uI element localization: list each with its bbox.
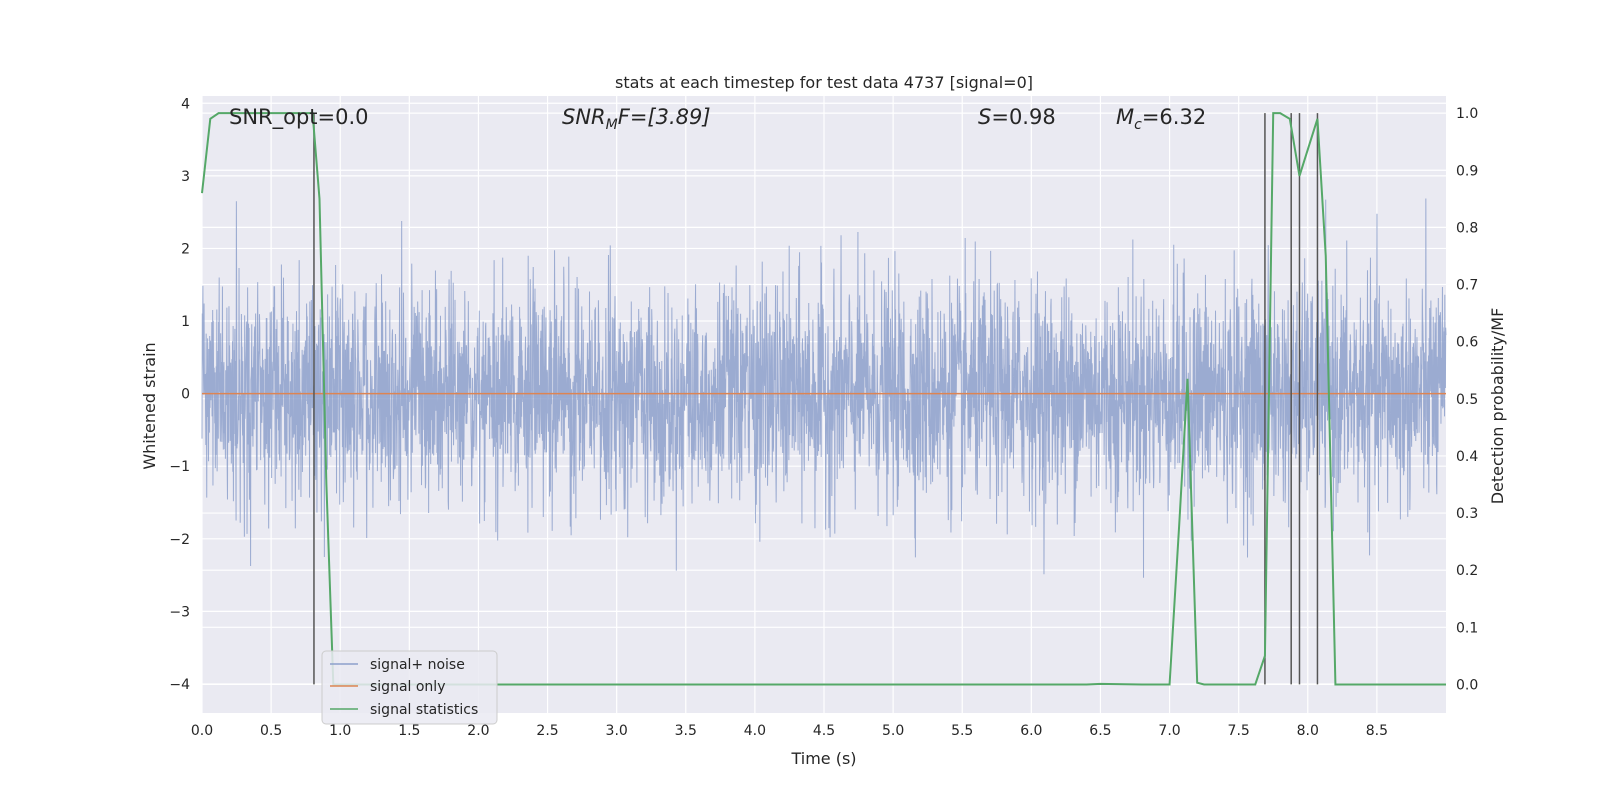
- y-right-tick-label-2: 0.2: [1456, 563, 1478, 579]
- y-right-tick-label-5: 0.5: [1456, 392, 1478, 408]
- x-tick-label-0: 0.0: [191, 723, 213, 739]
- legend: signal+ noise signal only signal statist…: [321, 650, 498, 725]
- noise-trace: [201, 198, 1447, 578]
- legend-label-signal-noise: signal+ noise: [370, 657, 465, 673]
- annotation-mc-rest: =6.32: [1142, 105, 1206, 129]
- x-tick-label-8: 4.0: [744, 723, 766, 739]
- annotation-snr-mf: SNRMF=[3.89]: [562, 105, 711, 133]
- x-tick-label-14: 7.0: [1158, 723, 1180, 739]
- y-right-axis-label: Detection probability/MF: [1488, 308, 1507, 505]
- y-left-tick-label-7: 3: [181, 169, 190, 185]
- y-right-tick-label-9: 0.9: [1456, 163, 1478, 179]
- x-tick-label-12: 6.0: [1020, 723, 1042, 739]
- y-left-tick-label-8: 4: [181, 96, 190, 112]
- annotation-mc-base: M: [1116, 105, 1134, 129]
- vertical-markers: [313, 113, 1319, 685]
- annotation-s-rest: =0.98: [991, 105, 1055, 129]
- y-left-tick-label-3: −1: [169, 459, 190, 475]
- annotation-snr-mf-rest: F=[3.89]: [618, 105, 711, 129]
- y-left-tick-label-1: −3: [169, 604, 190, 620]
- annotation-s: S=0.98: [978, 105, 1056, 129]
- y-right-tick-label-0: 0.0: [1456, 677, 1478, 693]
- y-right-axis-ticks: 0.0 0.1 0.2 0.3 0.4 0.5 0.6 0.7 0.8 0.9 1.0: [1456, 106, 1478, 693]
- x-tick-label-1: 0.5: [260, 723, 282, 739]
- annotation-mc: Mc=6.32: [1116, 105, 1206, 133]
- legend-box: [321, 650, 498, 725]
- x-tick-label-4: 2.0: [467, 723, 489, 739]
- x-tick-label-5: 2.5: [536, 723, 558, 739]
- annotation-snr-mf-base: SNR: [562, 105, 606, 129]
- x-tick-label-16: 8.0: [1297, 723, 1319, 739]
- x-tick-label-7: 3.5: [675, 723, 697, 739]
- y-left-tick-label-0: −4: [169, 677, 190, 693]
- y-right-tick-label-1: 0.1: [1456, 620, 1478, 636]
- x-axis-label: Time (s): [790, 749, 856, 768]
- annotation-s-italic: S: [978, 105, 991, 129]
- x-axis-ticks: 0.0 0.5 1.0 1.5 2.0 2.5 3.0 3.5 4.0 4.5 5.0 5.5 6.0 6…: [191, 723, 1388, 739]
- legend-label-signal-only: signal only: [370, 679, 445, 695]
- y-left-tick-label-4: 0: [181, 387, 190, 403]
- chart-title: stats at each timestep for test data 473…: [615, 73, 1033, 92]
- y-left-tick-label-5: 1: [181, 314, 190, 330]
- y-right-tick-label-10: 1.0: [1456, 106, 1478, 122]
- legend-label-signal-statistics: signal statistics: [370, 702, 478, 718]
- x-tick-label-13: 6.5: [1089, 723, 1111, 739]
- y-left-tick-label-2: −2: [169, 532, 190, 548]
- y-left-axis-label: Whitened strain: [140, 342, 159, 469]
- y-right-tick-label-4: 0.4: [1456, 449, 1478, 465]
- y-right-tick-label-3: 0.3: [1456, 506, 1478, 522]
- annotation-snr-opt: SNR_opt=0.0: [229, 105, 369, 130]
- y-left-axis-ticks: −4 −3 −2 −1 0 1 2 3 4: [169, 96, 190, 693]
- y-left-tick-label-6: 2: [181, 241, 190, 257]
- x-tick-label-15: 7.5: [1228, 723, 1250, 739]
- x-tick-label-6: 3.0: [606, 723, 628, 739]
- x-tick-label-3: 1.5: [398, 723, 420, 739]
- y-right-tick-label-7: 0.7: [1456, 278, 1478, 294]
- x-tick-label-11: 5.5: [951, 723, 973, 739]
- series-signal-noise: [201, 198, 1447, 578]
- x-tick-label-17: 8.5: [1366, 723, 1388, 739]
- x-tick-label-10: 5.0: [882, 723, 904, 739]
- annotation-snr-mf-sub: M: [606, 117, 618, 133]
- series-signal-statistics: [201, 112, 1446, 686]
- x-tick-label-9: 4.5: [813, 723, 835, 739]
- annotation-mc-sub: c: [1134, 117, 1142, 133]
- y-right-tick-label-8: 0.8: [1456, 220, 1478, 236]
- x-tick-label-2: 1.0: [329, 723, 351, 739]
- y-right-tick-label-6: 0.6: [1456, 335, 1478, 351]
